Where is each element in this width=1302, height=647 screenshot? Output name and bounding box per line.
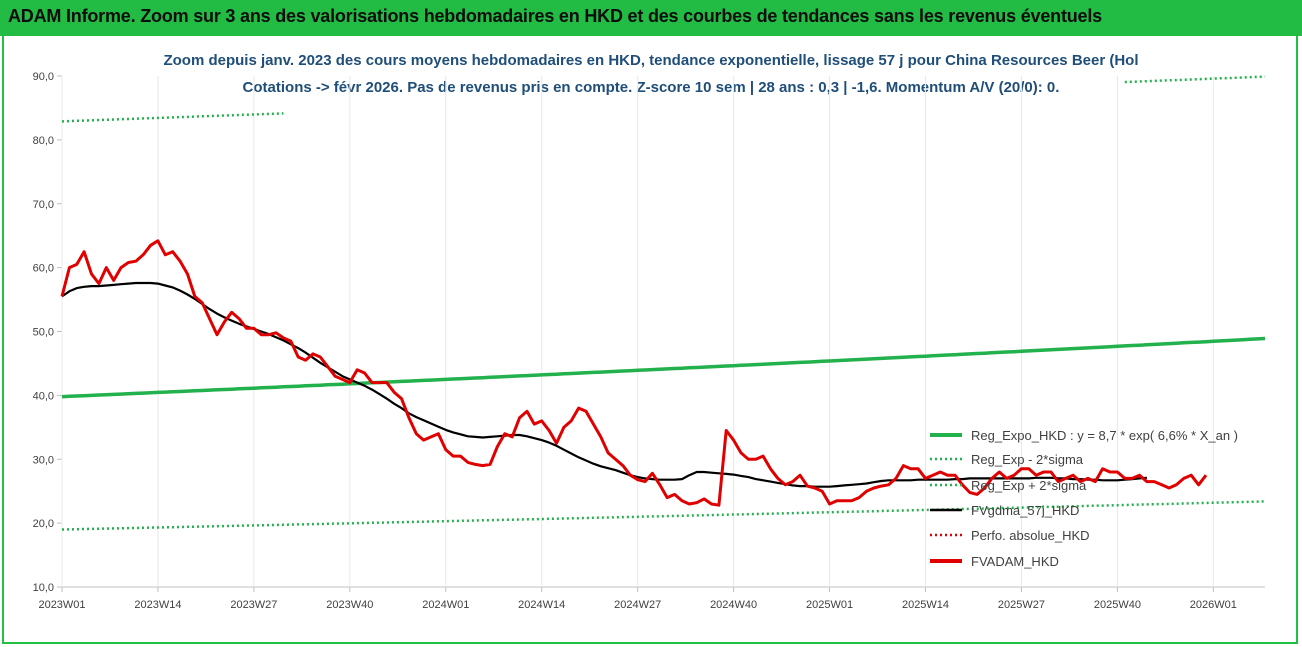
legend: Reg_Expo_HKD : y = 8,7 * exp( 6,6% * X_a… (930, 428, 1238, 569)
series-reg-expo (61, 336, 1266, 399)
x-tick-label: 2024W40 (710, 599, 757, 611)
chart-frame (2, 36, 1298, 644)
y-tick-label: 60,0 (33, 263, 54, 275)
x-tick-label: 2025W27 (998, 599, 1045, 611)
x-tick-label: 2025W01 (806, 599, 853, 611)
series-fvadam (60, 239, 1208, 507)
series-reg-plus-2sigma (61, 75, 1266, 123)
legend-label: Reg_Exp - 2*sigma (971, 452, 1084, 467)
y-tick-label: 20,0 (33, 518, 54, 530)
y-tick-label: 50,0 (33, 327, 54, 339)
x-tick-label: 2023W27 (230, 599, 277, 611)
y-tick-label: 70,0 (33, 199, 54, 211)
legend-label: FVgdma_57j_HKD (971, 503, 1079, 518)
y-tick-label: 80,0 (33, 135, 54, 147)
y-tick-label: 90,0 (33, 71, 54, 83)
x-tick-label: 2026W01 (1190, 599, 1237, 611)
axes: 10,0 20,0 30,0 40,0 50,0 60,0 70,0 80,0 90,0 2023… (33, 71, 1265, 611)
x-tick-label: 2023W40 (326, 599, 373, 611)
x-tick-label: 2025W14 (902, 599, 949, 611)
legend-label: FVADAM_HKD (971, 554, 1059, 569)
x-tick-label: 2024W01 (422, 599, 469, 611)
x-tick-label: 2023W01 (38, 599, 85, 611)
y-tick-label: 40,0 (33, 390, 54, 402)
legend-label: Reg_Expo_HKD : y = 8,7 * exp( 6,6% * X_a… (971, 428, 1238, 443)
y-tick-label: 30,0 (33, 454, 54, 466)
series-layer (60, 75, 1266, 531)
banner-title: ADAM Informe. Zoom sur 3 ans des valoris… (8, 6, 1102, 26)
y-tick-label: 10,0 (33, 582, 54, 594)
x-tick-label: 2025W40 (1094, 599, 1141, 611)
chart-title-line1: Zoom depuis janv. 2023 des cours moyens … (163, 52, 1139, 69)
series-reg-minus-2sigma (61, 500, 1266, 531)
x-tick-label: 2024W27 (614, 599, 661, 611)
x-tick-label: 2024W14 (518, 599, 565, 611)
x-tick-label: 2023W14 (134, 599, 181, 611)
legend-label: Perfo. absolue_HKD (971, 528, 1090, 543)
chart-title-line2: Cotations -> févr 2026. Pas de revenus p… (242, 79, 1060, 96)
title-banner: ADAM Informe. Zoom sur 3 ans des valoris… (0, 0, 1302, 36)
legend-label: Reg_Exp + 2*sigma (971, 478, 1087, 493)
